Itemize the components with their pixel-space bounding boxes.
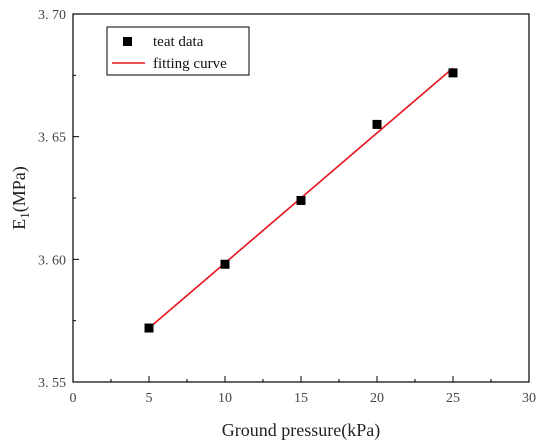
y-tick-label: 3. 70 — [38, 8, 66, 23]
legend-box — [106, 26, 250, 76]
legend: teat data fitting curve — [106, 26, 250, 76]
x-tick-label: 25 — [446, 391, 460, 406]
x-tick-label: 0 — [70, 391, 77, 406]
x-tick-label: 20 — [370, 391, 384, 406]
y-axis-title-unit: (MPa) — [9, 166, 30, 212]
y-axis-title-main: E — [9, 219, 29, 230]
data-point — [448, 68, 458, 78]
legend-label-fitting-curve: fitting curve — [153, 56, 227, 72]
legend-label-test-data: teat data — [153, 34, 204, 50]
data-point — [220, 259, 230, 269]
legend-marker-square — [123, 37, 132, 46]
y-axis-title-subscript: 1 — [17, 212, 32, 219]
x-axis-ticks: 0 5 10 15 20 25 30 — [70, 376, 536, 406]
y-axis-title: E1(MPa) — [9, 166, 32, 230]
x-axis-title: Ground pressure(kPa) — [222, 420, 380, 441]
data-point — [296, 195, 306, 205]
x-tick-label: 5 — [146, 391, 153, 406]
series-layer — [144, 67, 458, 333]
data-point — [372, 119, 382, 129]
y-tick-label: 3. 55 — [38, 376, 66, 391]
y-tick-label: 3. 65 — [38, 131, 66, 146]
x-tick-label: 30 — [522, 391, 536, 406]
data-point — [144, 323, 154, 333]
x-tick-label: 10 — [218, 391, 232, 406]
x-tick-label: 15 — [294, 391, 308, 406]
y-axis-ticks: 3. 55 3. 60 3. 65 3. 70 — [38, 8, 79, 391]
y-tick-label: 3. 60 — [38, 253, 66, 268]
